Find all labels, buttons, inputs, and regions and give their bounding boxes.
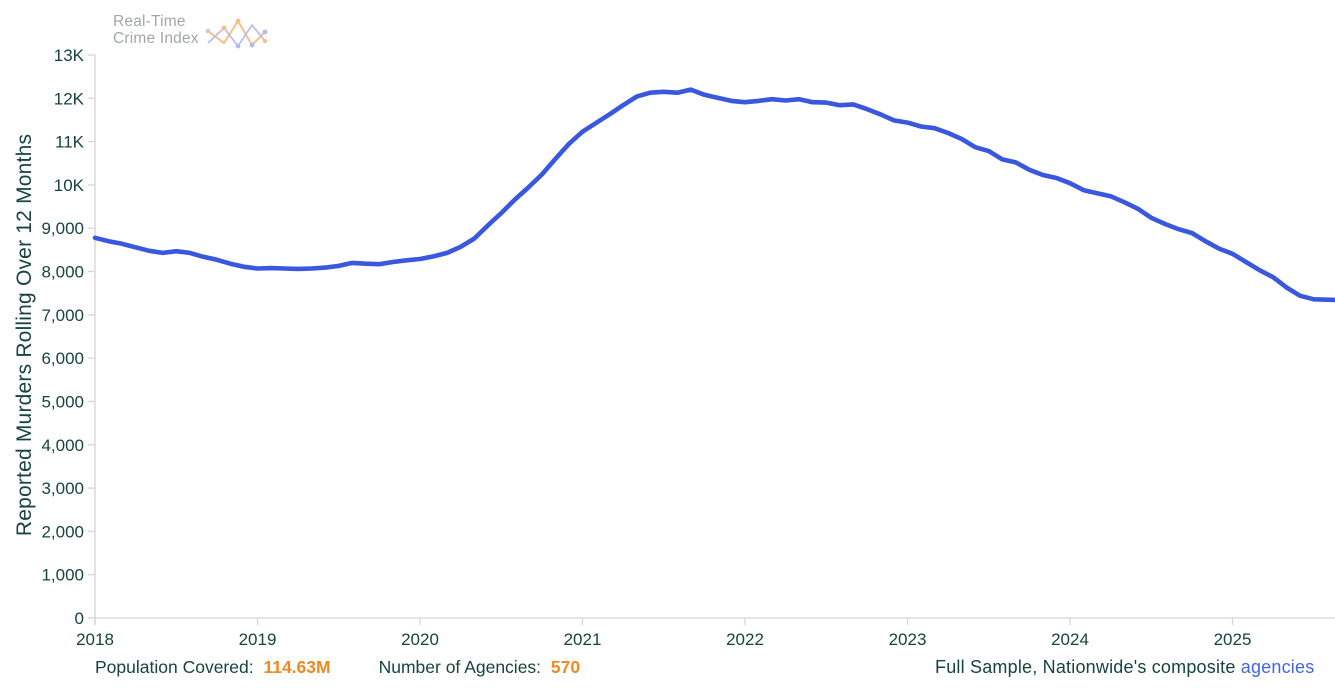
y-tick-label: 7,000 — [41, 306, 84, 325]
y-tick-label: 5,000 — [41, 392, 84, 411]
y-tick-label: 4,000 — [41, 436, 84, 455]
y-tick-label: 3,000 — [41, 479, 84, 498]
sample-note: Full Sample, Nationwide's composite agen… — [935, 657, 1314, 678]
population-covered-label: Population Covered: — [95, 657, 254, 677]
x-tick-label: 2020 — [401, 630, 439, 649]
rtci-logo-line1: Real-Time — [113, 13, 186, 30]
sparkline-logo-icon — [205, 18, 268, 49]
y-tick-label: 8,000 — [41, 263, 84, 282]
y-tick-label: 9,000 — [41, 219, 84, 238]
population-covered-value: 114.63M — [263, 657, 331, 677]
y-tick-label: 6,000 — [41, 349, 84, 368]
x-tick-label: 2021 — [564, 630, 602, 649]
population-covered-stat: Population Covered: 114.63M — [95, 657, 331, 678]
x-tick-label: 2025 — [1214, 630, 1252, 649]
x-tick-label: 2023 — [889, 630, 927, 649]
x-tick-label: 2022 — [726, 630, 764, 649]
number-of-agencies-stat: Number of Agencies: 570 — [379, 657, 581, 678]
murders-series-line[interactable] — [92, 87, 1335, 303]
y-tick-label: 2,000 — [41, 522, 84, 541]
x-tick-label: 2024 — [1051, 630, 1089, 649]
y-tick-label: 13K — [54, 46, 85, 65]
y-tick-label: 1,000 — [41, 566, 84, 585]
y-axis-title: Reported Murders Rolling Over 12 Months — [13, 133, 36, 537]
rtci-logo-text: Real-Time Crime Index — [113, 13, 199, 47]
rtci-logo-line2: Crime Index — [113, 30, 199, 47]
y-tick-label: 12K — [54, 89, 85, 108]
y-tick-label: 11K — [55, 133, 85, 152]
sample-note-text: Full Sample, Nationwide's composite — [935, 657, 1241, 677]
agencies-link[interactable]: agencies — [1240, 657, 1315, 677]
footer-stats: Population Covered: 114.63M Number of Ag… — [95, 657, 580, 678]
number-of-agencies-value: 570 — [550, 657, 581, 677]
x-tick-label: 2018 — [76, 630, 114, 649]
x-tick-label: 2019 — [239, 630, 277, 649]
rtci-logo: Real-Time Crime Index — [113, 13, 269, 55]
y-tick-label: 10K — [54, 176, 85, 195]
y-tick-label: 0 — [75, 609, 84, 628]
number-of-agencies-label: Number of Agencies: — [378, 657, 542, 677]
